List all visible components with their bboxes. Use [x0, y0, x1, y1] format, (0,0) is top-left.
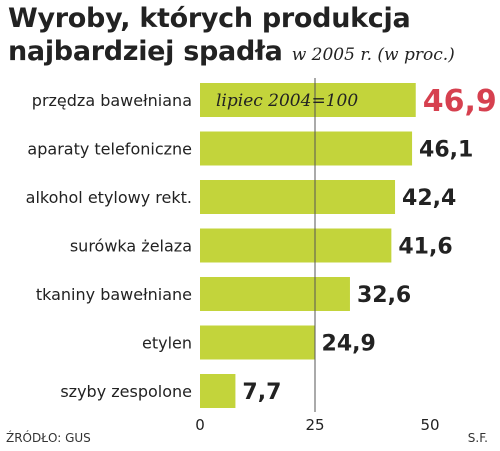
value-label-1: 46,1: [419, 138, 473, 163]
x-tick-label-2: 50: [420, 416, 439, 434]
category-label-5: etylen: [142, 334, 192, 353]
bar-1: [200, 131, 413, 166]
chart-title-line1: Wyroby, których produkcja: [8, 3, 411, 34]
value-label-6: 7,7: [242, 380, 281, 405]
source-note: ŹRÓDŁO: GUS: [6, 431, 91, 445]
category-label-4: tkaniny bawełniane: [36, 285, 192, 304]
value-label-2: 42,4: [402, 186, 456, 211]
category-label-6: szyby zespolone: [60, 382, 192, 401]
bar-4: [200, 277, 350, 311]
chart-title-line2: najbardziej spadła w 2005 r. (w proc.): [8, 35, 455, 72]
bar-6: [200, 374, 236, 408]
category-label-2: alkohol etylowy rekt.: [26, 188, 192, 207]
chart-title-line2-text: najbardziej spadła: [8, 36, 283, 67]
x-tick-label-1: 25: [305, 416, 324, 434]
bar-5: [200, 325, 315, 360]
value-label-4: 32,6: [357, 283, 411, 308]
bar-0: [200, 83, 416, 117]
chart-subtitle: w 2005 r. (w proc.): [291, 45, 455, 65]
chart-title: Wyroby, których produkcja najbardziej sp…: [8, 2, 455, 72]
category-label-0: przędza bawełniana: [32, 91, 192, 110]
bar-2: [200, 180, 396, 214]
value-label-0: 46,9: [423, 84, 497, 119]
value-label-5: 24,9: [322, 332, 376, 357]
x-tick-label-0: 0: [195, 416, 205, 434]
value-label-3: 41,6: [398, 235, 452, 260]
base-annotation: lipiec 2004=100: [216, 91, 358, 111]
category-label-1: aparaty telefoniczne: [27, 140, 192, 159]
bar-3: [200, 228, 392, 263]
category-label-3: surówka żelaza: [70, 237, 192, 256]
author-note: S.F.: [467, 431, 488, 445]
